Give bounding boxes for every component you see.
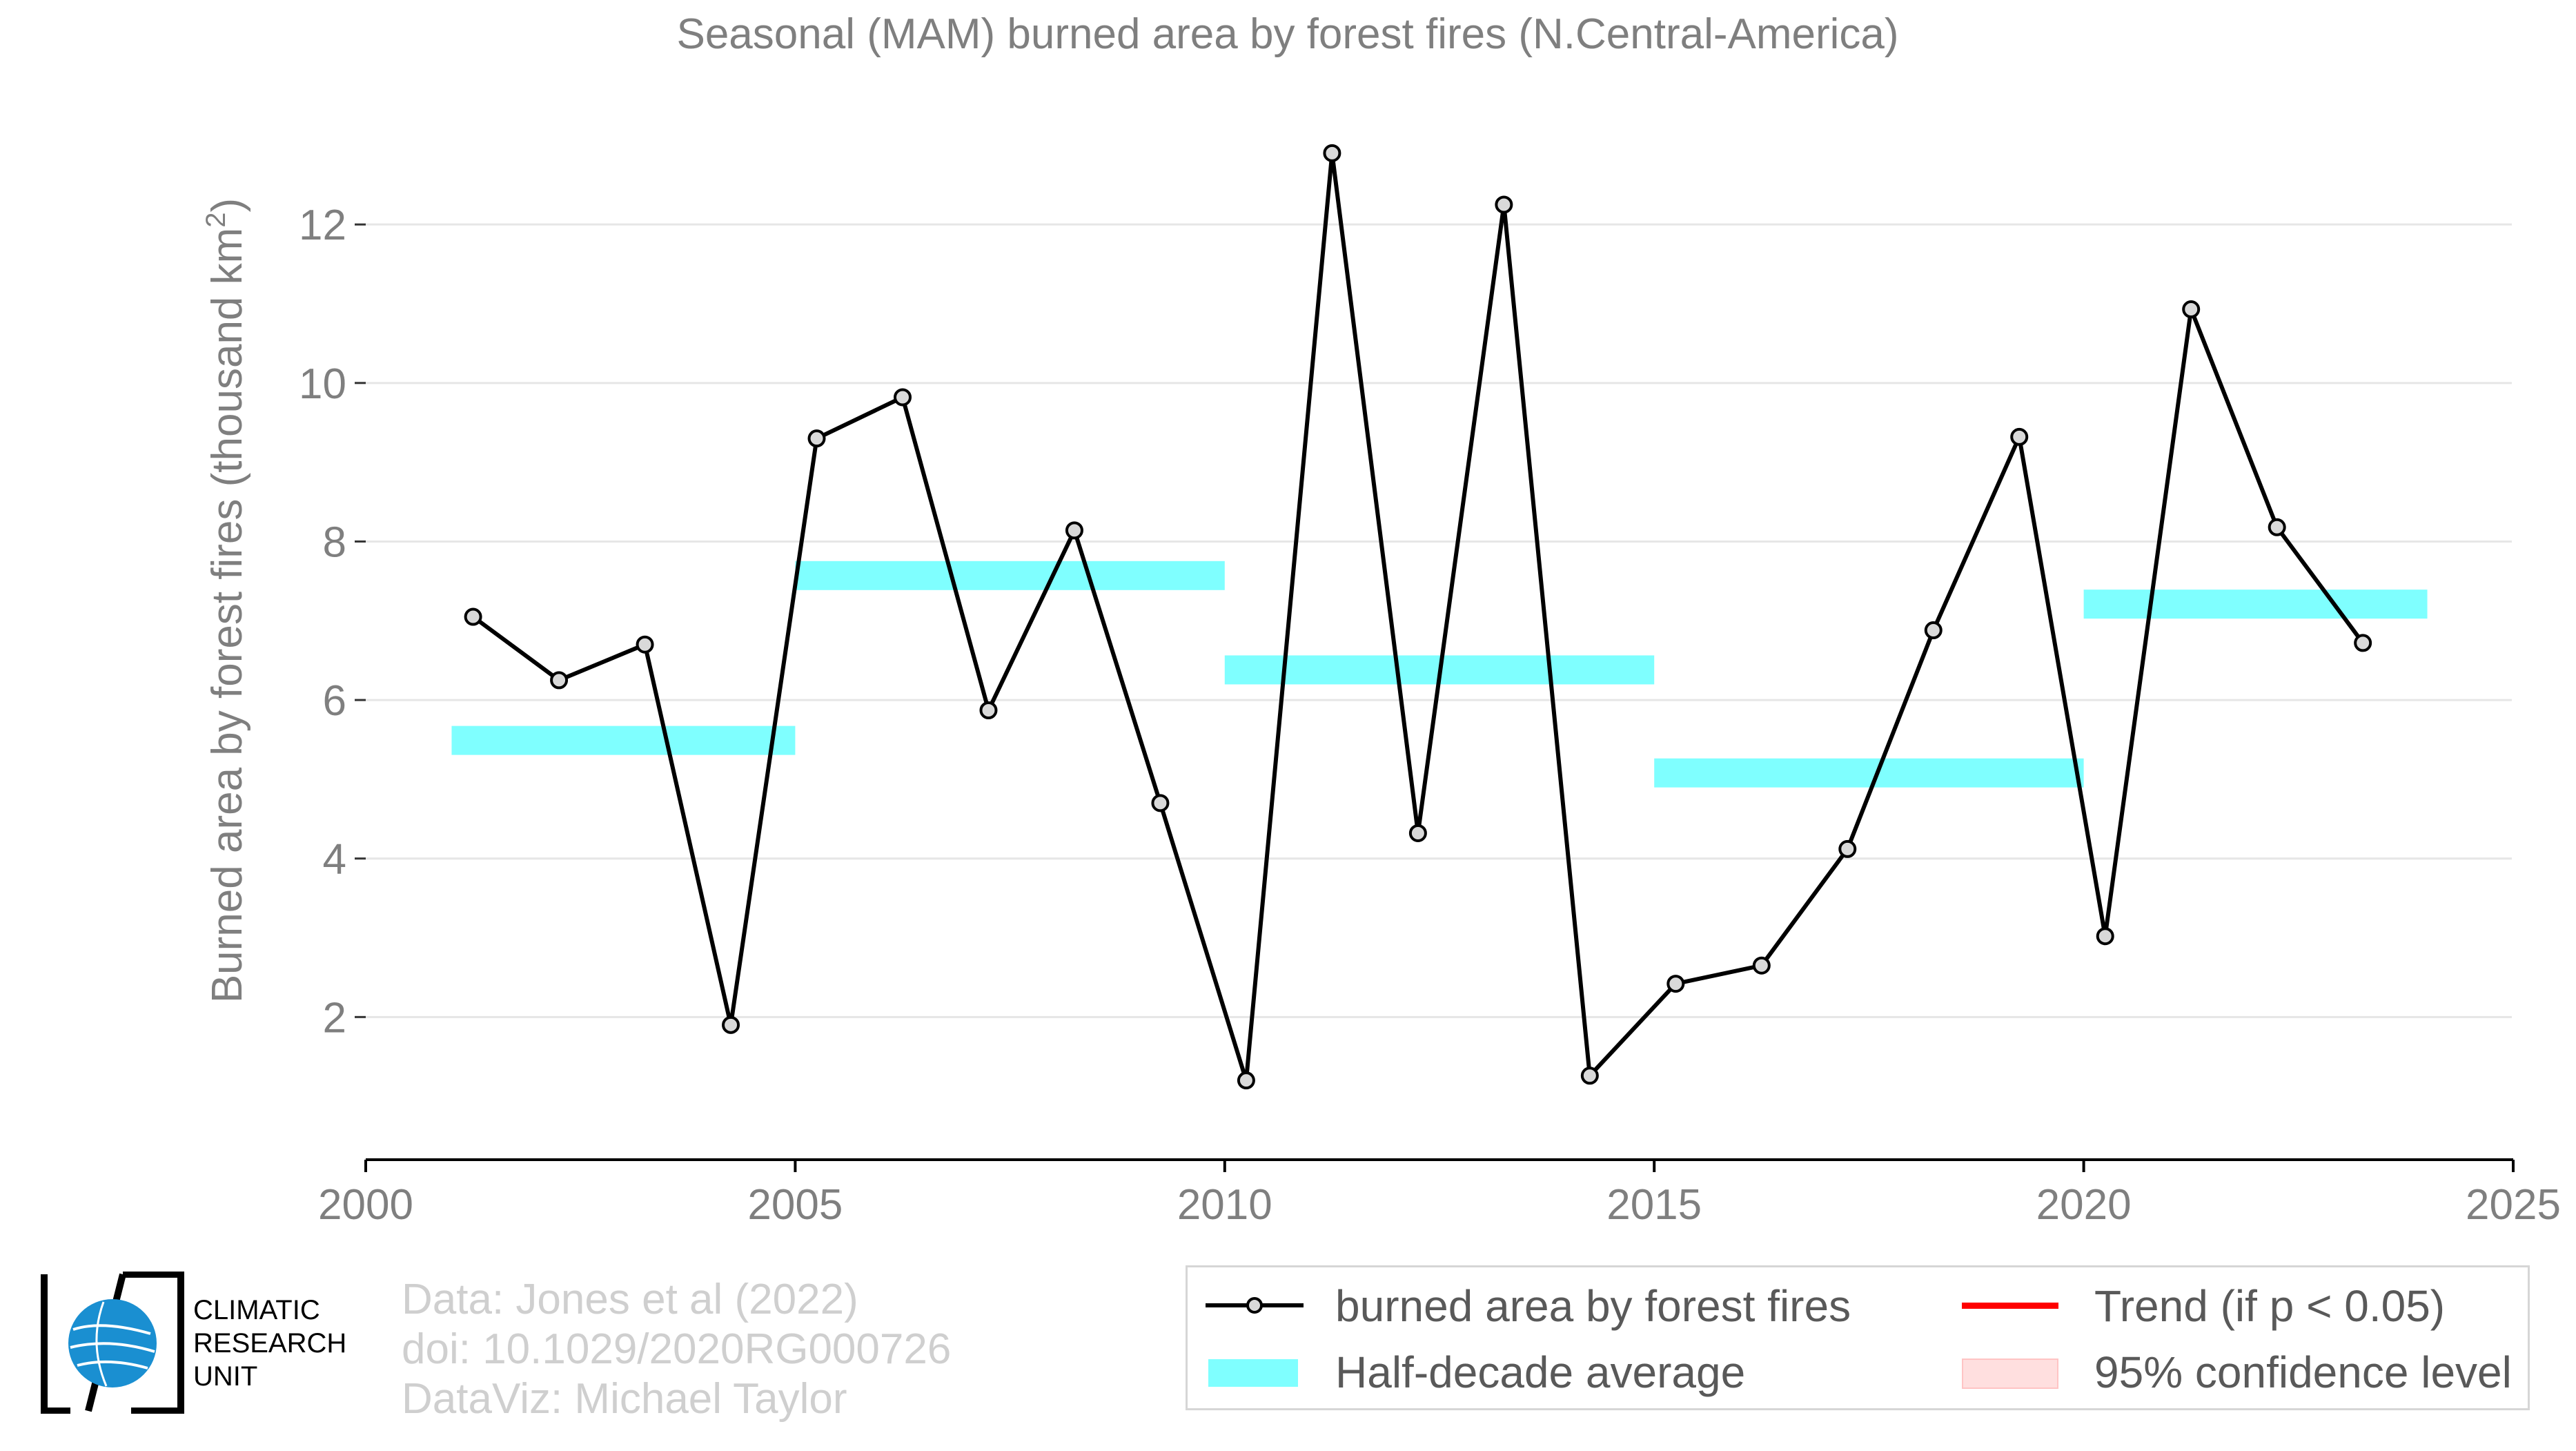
cru-line-1: CLIMATIC (193, 1295, 320, 1325)
x-tick-label: 2010 (1177, 1181, 1272, 1229)
legend-confidence-label: 95% confidence level (2094, 1347, 2512, 1397)
legend-trend-label: Trend (if p < 0.05) (2094, 1281, 2446, 1331)
data-point (464, 607, 482, 626)
y-axis-label-main: Burned area by forest fires (thousand km (204, 228, 251, 1003)
y-tick-label: 6 (323, 677, 346, 725)
chart-title: Seasonal (MAM) burned area by forest fir… (676, 10, 1898, 58)
legend-series-label: burned area by forest fires (1335, 1281, 1851, 1331)
x-tick-label: 2020 (2036, 1181, 2132, 1229)
y-axis-label-end: ) (204, 198, 251, 213)
data-point (1924, 621, 1943, 640)
legend-trend-swatch (1962, 1303, 2058, 1309)
data-point (979, 701, 998, 719)
y-axis-label-superscript: 2 (201, 212, 231, 227)
series-line (471, 150, 2365, 1083)
data-point (1666, 975, 1685, 993)
legend-average-label: Half-decade average (1335, 1347, 1746, 1397)
y-axis-label: Burned area by forest fires (thousand km… (201, 198, 251, 1003)
legend-confidence-swatch (1962, 1359, 2058, 1389)
cru-line-3: UNIT (193, 1361, 258, 1392)
half-decade-average-bar (1654, 758, 2084, 788)
x-axis-ticks: 2000 2005 2010 2015 2020 2025 (318, 1160, 2561, 1229)
y-axis-ticks: 2 4 6 8 10 12 (299, 202, 366, 1042)
data-point (2010, 427, 2029, 446)
y-tick-label: 8 (323, 518, 346, 566)
data-point (1151, 794, 1170, 812)
data-point (1495, 195, 1513, 214)
y-tick-label: 12 (299, 202, 346, 249)
data-point (1237, 1071, 1255, 1090)
x-tick-label: 2000 (318, 1181, 413, 1229)
credit-data: Data: Jones et al (2022) (402, 1276, 858, 1323)
data-point (1408, 824, 1427, 842)
y-tick-label: 10 (299, 360, 346, 408)
grid-layer (366, 223, 2512, 1018)
legend-average-swatch (1208, 1359, 1298, 1387)
legend: burned area by forest fires Half-decade … (1186, 1265, 2530, 1410)
x-tick-label: 2005 (747, 1181, 843, 1229)
x-tick-label: 2025 (2466, 1181, 2561, 1229)
data-point (2182, 300, 2201, 319)
data-point (636, 635, 654, 654)
data-point (2096, 927, 2114, 946)
credit-doi: doi: 10.1029/2020RG000726 (402, 1325, 952, 1373)
data-point (2354, 634, 2372, 652)
half-decade-average-bar (2083, 590, 2428, 619)
x-tick-label: 2015 (1606, 1181, 1702, 1229)
half-decade-average-bar (795, 561, 1225, 590)
y-tick-label: 2 (323, 994, 346, 1042)
y-tick-label: 4 (323, 836, 346, 884)
data-point (722, 1015, 740, 1034)
cru-globe-icon (41, 1271, 184, 1414)
data-point (2268, 518, 2286, 536)
data-point (1838, 839, 1857, 858)
legend-series-swatch (1206, 1297, 1304, 1314)
data-point (1323, 144, 1341, 162)
cru-logo (40, 1271, 185, 1414)
data-point (550, 671, 569, 690)
data-point (1752, 956, 1771, 975)
data-point (1580, 1067, 1599, 1085)
cru-line-2: RESEARCH (193, 1328, 347, 1359)
data-point (894, 388, 912, 407)
half-decade-average-bar (451, 726, 796, 755)
credit-dataviz: DataViz: Michael Taylor (402, 1375, 847, 1423)
data-point (1065, 521, 1083, 540)
series-layer (464, 144, 2372, 1090)
data-point (807, 429, 826, 448)
